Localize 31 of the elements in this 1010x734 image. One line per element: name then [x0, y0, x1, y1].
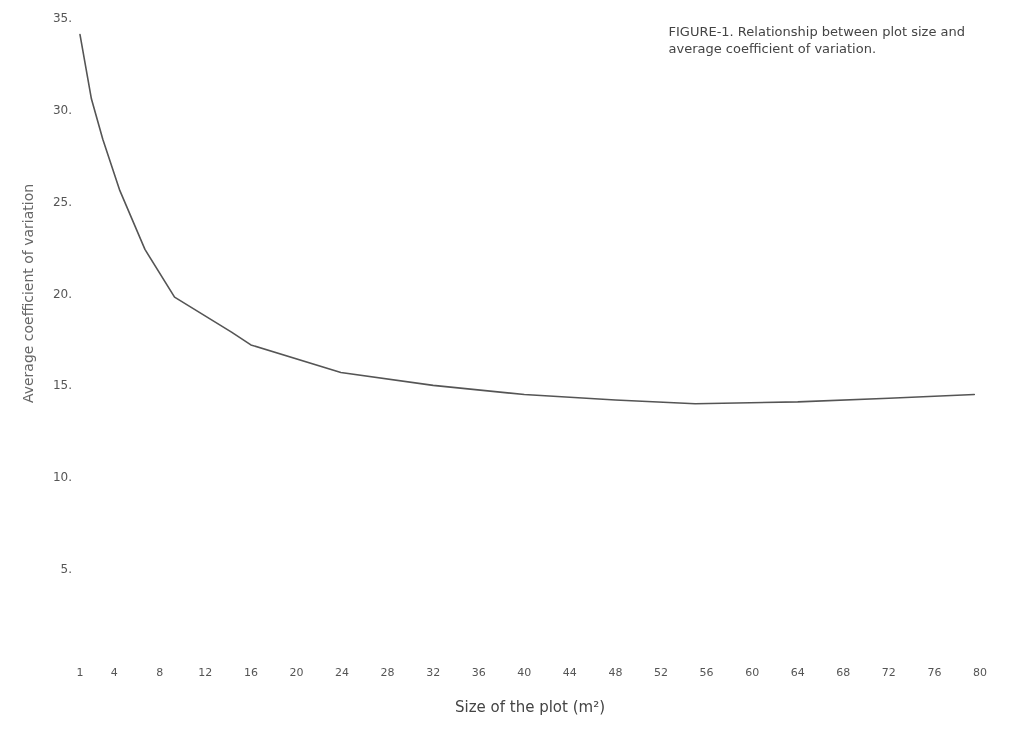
- y-tick-label: 10.: [52, 470, 72, 485]
- x-tick-label: 4: [110, 666, 118, 679]
- x-tick-label: 52: [654, 666, 669, 679]
- x-tick-label: 68: [836, 666, 851, 679]
- y-tick-label: 35.: [52, 11, 72, 25]
- x-tick-label: 20: [289, 666, 304, 679]
- y-tick-label: 25.: [52, 194, 72, 209]
- x-tick-label: 1: [76, 666, 84, 679]
- y-axis-title: Average coefficient of variation: [20, 183, 36, 404]
- x-axis-title: Size of the plot (m²): [454, 697, 606, 716]
- y-tick-label: 20.: [52, 286, 72, 301]
- x-tick-label: 44: [562, 666, 577, 679]
- x-tick-label: 40: [517, 666, 532, 679]
- x-tick-label: 48: [608, 666, 623, 679]
- x-tick-label: 76: [927, 666, 942, 679]
- x-tick-label: 28: [380, 666, 395, 679]
- x-tick-label: 12: [198, 666, 213, 679]
- x-tick-label: 16: [243, 666, 258, 679]
- y-tick-label: 30.: [52, 102, 72, 117]
- x-tick-label: 56: [699, 666, 714, 679]
- text: FIGURE-1. Relationship between plot size and average coefficient of variation.: [668, 24, 965, 56]
- y-tick-label: 15.: [52, 378, 72, 393]
- x-tick-label: 36: [471, 666, 486, 679]
- x-tick-label: 32: [426, 666, 441, 679]
- x-tick-label: 8: [156, 666, 164, 679]
- x-tick-label: 60: [745, 666, 760, 679]
- x-tick-label: 80: [973, 666, 987, 679]
- x-tick-label: 24: [335, 666, 350, 679]
- x-tick-label: 64: [790, 666, 805, 679]
- x-tick-label: 72: [881, 666, 896, 679]
- y-tick-label: 5.: [60, 562, 72, 576]
